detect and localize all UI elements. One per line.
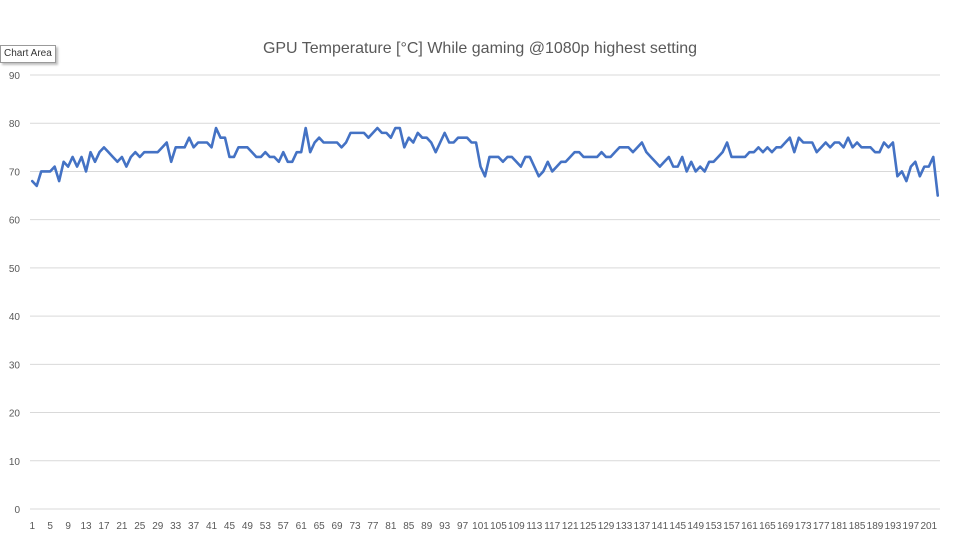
x-tick-label: 85 [403, 521, 415, 532]
y-tick-label: 80 [9, 119, 21, 130]
x-tick-label: 57 [278, 521, 290, 532]
x-tick-label: 109 [508, 521, 525, 532]
x-tick-label: 133 [616, 521, 633, 532]
x-tick-label: 153 [705, 521, 722, 532]
x-tick-label: 97 [457, 521, 469, 532]
series-layer [30, 126, 940, 197]
y-tick-label: 50 [9, 264, 21, 275]
x-tick-label: 5 [47, 521, 53, 532]
y-axis: 0 10 20 30 40 50 60 70 80 90 [9, 71, 21, 516]
y-tick-label: 0 [14, 505, 20, 516]
y-tick-label: 60 [9, 216, 21, 227]
x-tick-label: 185 [849, 521, 866, 532]
x-tick-label: 141 [651, 521, 668, 532]
x-tick-label: 13 [80, 521, 92, 532]
x-tick-label: 157 [723, 521, 740, 532]
x-tick-label: 121 [562, 521, 579, 532]
x-tick-label: 65 [314, 521, 326, 532]
x-tick-label: 53 [260, 521, 272, 532]
x-tick-label: 17 [98, 521, 110, 532]
x-tick-label: 73 [349, 521, 361, 532]
x-tick-label: 25 [134, 521, 146, 532]
x-tick-label: 149 [687, 521, 704, 532]
x-tick-label: 117 [544, 521, 560, 532]
x-tick-label: 197 [903, 521, 920, 532]
y-tick-label: 30 [9, 360, 21, 371]
x-tick-label: 101 [472, 521, 489, 532]
x-tick-label: 41 [206, 521, 218, 532]
x-axis: 1 5 9 13 17 21 25 29 33 37 41 45 49 53 57 61 65 69 73 77 81 8… [29, 508, 940, 532]
x-tick-label: 69 [332, 521, 344, 532]
y-tick-label: 20 [9, 409, 21, 420]
x-tick-label: 37 [188, 521, 200, 532]
x-tick-label: 93 [439, 521, 451, 532]
x-tick-label: 33 [170, 521, 182, 532]
x-tick-label: 189 [867, 521, 884, 532]
x-tick-label: 169 [777, 521, 794, 532]
y-tick-label: 90 [9, 71, 21, 82]
x-tick-label: 49 [242, 521, 254, 532]
x-tick-label: 89 [421, 521, 433, 532]
x-tick-label: 165 [759, 521, 776, 532]
x-tick-label: 193 [885, 521, 902, 532]
x-tick-label: 61 [296, 521, 308, 532]
chart-area-tooltip: Chart Area [0, 45, 56, 63]
y-tick-label: 40 [9, 312, 21, 323]
x-tick-label: 137 [634, 521, 651, 532]
x-tick-label: 105 [490, 521, 507, 532]
series-line[interactable] [30, 126, 940, 197]
x-tick-label: 145 [669, 521, 686, 532]
x-tick-label: 45 [224, 521, 236, 532]
gridlines [30, 74, 940, 462]
chart-title: GPU Temperature [°C] While gaming @1080p… [263, 40, 697, 57]
y-tick-label: 70 [9, 167, 21, 178]
x-tick-label: 177 [813, 521, 830, 532]
x-tick-label: 125 [580, 521, 597, 532]
x-tick-label: 9 [65, 521, 71, 532]
x-tick-label: 129 [598, 521, 615, 532]
x-tick-label: 21 [116, 521, 128, 532]
x-tick-label: 1 [29, 521, 35, 532]
y-tick-label: 10 [9, 457, 21, 468]
x-tick-label: 113 [526, 521, 542, 532]
x-tick-label: 29 [152, 521, 164, 532]
x-tick-label: 201 [920, 521, 937, 532]
x-tick-label: 173 [795, 521, 812, 532]
x-tick-label: 81 [385, 521, 397, 532]
x-tick-label: 77 [367, 521, 379, 532]
x-tick-label: 181 [831, 521, 848, 532]
x-tick-label: 161 [741, 521, 758, 532]
